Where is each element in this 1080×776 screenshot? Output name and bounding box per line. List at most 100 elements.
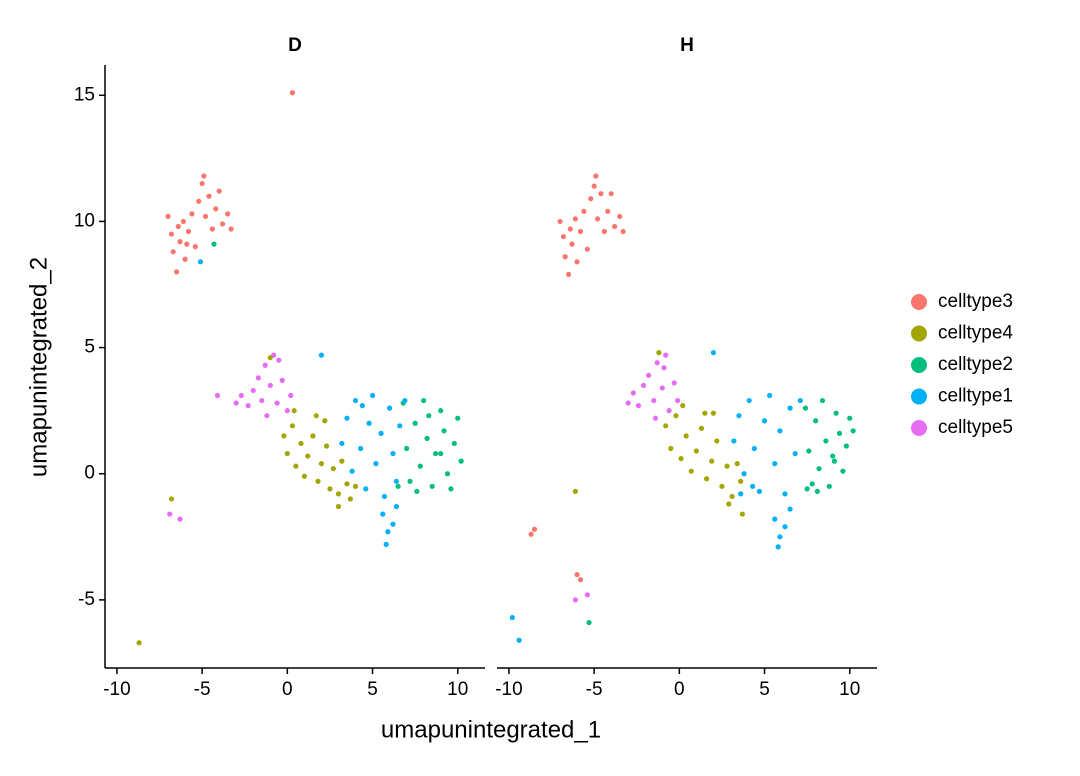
x-tick-label: -10 [495, 679, 522, 700]
point [177, 239, 183, 245]
point [313, 413, 319, 419]
x-tick-label: 0 [674, 679, 685, 700]
point [710, 410, 717, 416]
point [814, 488, 820, 494]
point [601, 228, 607, 235]
point [577, 577, 584, 583]
x-tick-label: 5 [759, 679, 770, 700]
point [666, 408, 672, 414]
point [318, 461, 325, 467]
point [393, 503, 399, 510]
point [369, 392, 376, 399]
point [393, 478, 399, 484]
legend-marker [911, 357, 927, 373]
point [831, 458, 837, 464]
point [305, 453, 311, 459]
point [736, 413, 742, 419]
point [189, 211, 195, 217]
point [451, 440, 457, 447]
point [813, 418, 819, 424]
point [358, 445, 364, 452]
point [663, 423, 669, 429]
point [651, 397, 657, 404]
point [412, 420, 418, 426]
x-tick-label: 5 [367, 679, 378, 700]
point [310, 433, 316, 439]
point [635, 403, 642, 409]
point [349, 468, 355, 474]
point [184, 241, 190, 247]
point [804, 486, 810, 492]
point [429, 483, 435, 489]
point [378, 430, 384, 436]
panel-title: H [680, 35, 694, 56]
point [565, 271, 572, 278]
point [386, 405, 393, 411]
x-tick-label: -5 [194, 679, 211, 700]
legend-marker [911, 294, 927, 310]
point [359, 403, 365, 409]
point [274, 400, 280, 406]
point [668, 445, 674, 452]
legend-label: celltype1 [938, 386, 1013, 407]
point [528, 531, 534, 537]
point [611, 223, 618, 230]
x-tick-label: -5 [586, 679, 603, 700]
x-axis-label: umapunintegrated_1 [381, 716, 601, 743]
point [734, 461, 740, 467]
point [438, 408, 444, 414]
point [620, 228, 626, 235]
point [719, 483, 725, 489]
point [318, 352, 325, 358]
point [593, 173, 599, 179]
point [322, 418, 328, 424]
point [347, 496, 353, 502]
point [625, 400, 631, 406]
point [402, 397, 408, 404]
point [225, 211, 231, 217]
point [729, 493, 735, 500]
point [731, 438, 737, 444]
point [678, 455, 684, 462]
point [562, 254, 568, 260]
point [264, 413, 270, 419]
point [531, 526, 538, 532]
point [659, 385, 665, 391]
point [289, 90, 296, 96]
point [444, 471, 451, 477]
point [339, 440, 345, 447]
x-tick-label: 0 [282, 679, 293, 700]
x-tick-label: 10 [447, 679, 468, 700]
point [438, 450, 444, 457]
point [315, 478, 321, 484]
point [683, 433, 689, 439]
point [196, 198, 202, 204]
point [802, 405, 809, 411]
point [381, 493, 388, 500]
point [816, 466, 822, 472]
point [441, 428, 447, 434]
point [458, 458, 464, 464]
point [202, 213, 209, 219]
point [335, 503, 342, 510]
point [777, 534, 783, 540]
point [847, 415, 853, 421]
y-tick-label: 15 [74, 84, 95, 105]
point [170, 249, 176, 255]
point [680, 403, 686, 409]
point [363, 486, 369, 492]
point [809, 481, 815, 487]
point [586, 619, 592, 626]
point [168, 231, 175, 237]
y-tick-label: 5 [84, 337, 95, 358]
point [339, 458, 345, 464]
legend-marker [911, 420, 927, 436]
point [214, 392, 221, 399]
point [173, 269, 180, 275]
x-tick-label: 10 [839, 679, 860, 700]
point [219, 221, 226, 227]
point [572, 488, 578, 494]
point [380, 511, 386, 517]
point [574, 259, 580, 265]
point [574, 572, 580, 578]
